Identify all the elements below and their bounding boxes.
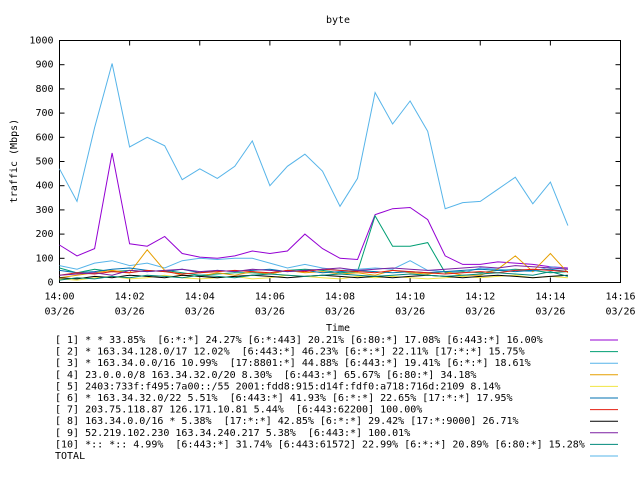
y-tick-label: 800 bbox=[35, 84, 53, 95]
legend-label: [ 9] 52.219.102.230 163.34.240.217 5.38%… bbox=[55, 428, 410, 439]
y-tick-label: 200 bbox=[35, 229, 53, 240]
legend-label: [ 8] 163.34.0.0/16 * 5.38% [17:*:*] 42.8… bbox=[55, 416, 519, 427]
x-tick-date: 03/26 bbox=[255, 307, 285, 318]
y-tick-label: 300 bbox=[35, 205, 53, 216]
y-tick-label: 400 bbox=[35, 181, 53, 192]
x-tick-label: 14:12 bbox=[465, 292, 495, 303]
y-tick-label: 100 bbox=[35, 253, 53, 264]
series-line bbox=[59, 267, 568, 274]
legend-label: [ 3] * 163.34.0.0/16 10.99% [17:8801:*] … bbox=[55, 358, 531, 369]
x-tick-date: 03/26 bbox=[325, 307, 355, 318]
chart-title: byte bbox=[326, 15, 350, 26]
x-tick-date: 03/26 bbox=[465, 307, 495, 318]
y-tick-label: 600 bbox=[35, 132, 53, 143]
x-tick-date: 03/26 bbox=[535, 307, 565, 318]
series-line bbox=[59, 265, 568, 276]
y-tick-label: 1000 bbox=[29, 36, 53, 47]
y-tick-label: 700 bbox=[35, 108, 53, 119]
series-line bbox=[59, 152, 568, 269]
x-tick-date: 03/26 bbox=[185, 307, 215, 318]
y-tick-label: 0 bbox=[47, 278, 53, 289]
x-tick-label: 14:02 bbox=[115, 292, 145, 303]
legend-label: [ 5] 2403:733f:f495:7a00::/55 2001:fdd8:… bbox=[55, 381, 501, 392]
y-tick-label: 500 bbox=[35, 157, 53, 168]
legend-label: [ 6] * 163.34.32.0/22 5.51% [6:443:*] 41… bbox=[55, 393, 513, 404]
series-line bbox=[59, 63, 569, 226]
x-tick-label: 14:10 bbox=[395, 292, 425, 303]
legend-label: [ 4] 23.0.0.0/8 163.34.32.0/20 8.30% [6:… bbox=[55, 370, 476, 381]
x-tick-label: 14:14 bbox=[535, 292, 565, 303]
legend-label: [ 1] * * 33.85% [6:*:*] 24.27% [6:*:443]… bbox=[55, 335, 543, 346]
series-line bbox=[59, 271, 569, 281]
x-tick-label: 14:04 bbox=[185, 292, 215, 303]
legend-label: TOTAL bbox=[55, 451, 85, 462]
legend-label: [10] *:: *:: 4.99% [6:443:*] 31.74% [6:4… bbox=[55, 439, 585, 450]
y-tick-label: 900 bbox=[35, 60, 53, 71]
x-axis-label: Time bbox=[326, 323, 350, 334]
x-tick-label: 14:08 bbox=[325, 292, 355, 303]
y-axis-label: traffic (Mbps) bbox=[9, 119, 20, 203]
series-line bbox=[59, 274, 568, 281]
x-tick-label: 14:06 bbox=[255, 292, 285, 303]
series-line bbox=[59, 257, 568, 274]
x-tick-date: 03/26 bbox=[44, 307, 74, 318]
legend-label: [ 2] * 163.34.128.0/17 12.02% [6:443:*] … bbox=[55, 347, 525, 358]
series-line bbox=[59, 268, 568, 276]
x-tick-date: 03/26 bbox=[115, 307, 145, 318]
legend-label: [ 7] 203.75.118.87 126.171.10.81 5.44% [… bbox=[55, 405, 422, 416]
x-tick-date: 03/26 bbox=[605, 307, 635, 318]
x-tick-date: 03/26 bbox=[395, 307, 425, 318]
x-tick-label: 14:00 bbox=[44, 292, 74, 303]
x-tick-label: 14:16 bbox=[605, 292, 635, 303]
